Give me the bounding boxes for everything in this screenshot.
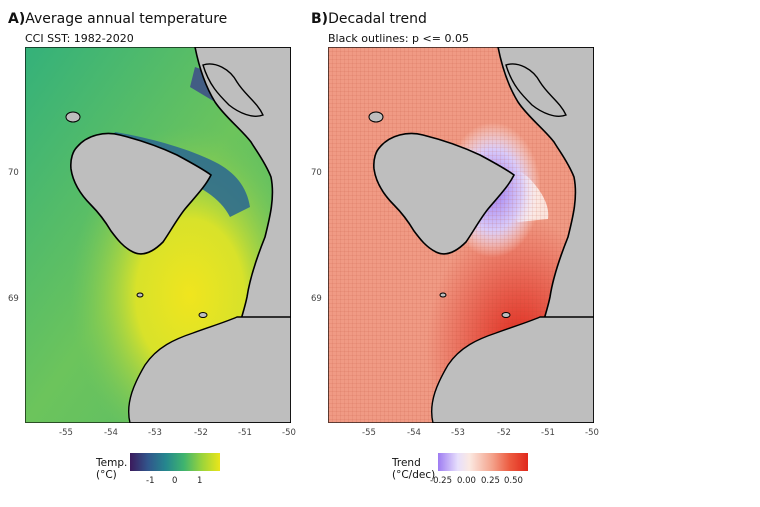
south-coast xyxy=(431,316,594,423)
panel-a-xtick: -53 xyxy=(148,428,162,438)
panel-b-legend-title: Trend (°C/dec) xyxy=(392,457,436,481)
north-peninsula xyxy=(505,63,567,117)
panel-b-legend-tick: -0.25 xyxy=(430,476,452,486)
panel-a-xtick: -54 xyxy=(104,428,118,438)
panel-a-xtick: -51 xyxy=(238,428,252,438)
panel-a-title-text: Average annual temperature xyxy=(25,11,228,27)
panel-b-subtitle: Black outlines: p <= 0.05 xyxy=(328,32,469,45)
panel-b-xtick: -50 xyxy=(585,428,599,438)
islet xyxy=(198,312,208,318)
islet xyxy=(136,292,144,298)
panel-b-legend-tick: 0.25 xyxy=(481,476,500,486)
islet xyxy=(65,111,81,123)
panel-b-title: B)Decadal trend xyxy=(311,11,427,27)
panel-a-ytick-69: 69 xyxy=(8,294,19,304)
south-coast xyxy=(128,316,291,423)
panel-a-letter: A) xyxy=(8,11,26,27)
panel-b-xtick: -52 xyxy=(497,428,511,438)
panel-b-ytick-70: 70 xyxy=(311,168,322,178)
panel-b-ytick-69: 69 xyxy=(311,294,322,304)
panel-b-letter: B) xyxy=(311,11,329,27)
north-peninsula xyxy=(202,63,264,117)
panel-b-legend-colorbar xyxy=(438,453,528,471)
islet xyxy=(439,292,447,298)
panel-a-subtitle: CCI SST: 1982-2020 xyxy=(25,32,134,45)
panel-a-xtick: -52 xyxy=(194,428,208,438)
panel-a-title: A)Average annual temperature xyxy=(8,11,227,27)
disko-island xyxy=(70,132,213,255)
panel-b-map xyxy=(328,47,594,423)
panel-a-xtick: -55 xyxy=(59,428,73,438)
islet xyxy=(501,312,511,318)
panel-b-xtick: -54 xyxy=(407,428,421,438)
islet xyxy=(368,111,384,123)
panel-b-legend-tick: 0.00 xyxy=(457,476,476,486)
panel-b-legend-tick: 0.50 xyxy=(504,476,523,486)
panel-a-legend-colorbar xyxy=(130,453,220,471)
panel-a-xtick: -50 xyxy=(282,428,296,438)
disko-island xyxy=(373,132,516,255)
panel-a-ytick-70: 70 xyxy=(8,168,19,178)
panel-a-legend-tick: -1 xyxy=(146,476,155,486)
panel-b-xtick: -55 xyxy=(362,428,376,438)
panel-a-map xyxy=(25,47,291,423)
panel-a-legend-title: Temp. (°C) xyxy=(96,457,128,481)
panel-b-title-text: Decadal trend xyxy=(328,11,427,27)
panel-a-legend-tick: 0 xyxy=(172,476,178,486)
panel-b-xtick: -53 xyxy=(451,428,465,438)
panel-b-xtick: -51 xyxy=(541,428,555,438)
panel-a-legend-tick: 1 xyxy=(197,476,203,486)
